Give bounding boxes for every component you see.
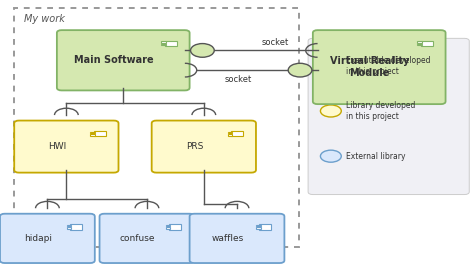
FancyBboxPatch shape <box>0 214 95 263</box>
FancyBboxPatch shape <box>418 41 422 43</box>
FancyBboxPatch shape <box>313 30 446 104</box>
Circle shape <box>288 63 312 77</box>
Text: Executable developed
in this project: Executable developed in this project <box>346 56 430 76</box>
Text: waffles: waffles <box>211 234 244 243</box>
Text: External library: External library <box>346 152 406 161</box>
Text: hidapi: hidapi <box>24 234 52 243</box>
FancyBboxPatch shape <box>308 38 469 195</box>
FancyBboxPatch shape <box>162 44 166 45</box>
FancyBboxPatch shape <box>166 225 171 226</box>
FancyBboxPatch shape <box>70 224 82 230</box>
FancyBboxPatch shape <box>152 121 256 173</box>
Text: Main Software: Main Software <box>74 55 154 65</box>
FancyBboxPatch shape <box>67 227 71 229</box>
FancyBboxPatch shape <box>91 134 95 136</box>
Text: PRS: PRS <box>186 142 203 151</box>
FancyBboxPatch shape <box>420 41 433 46</box>
Text: Library developed
in this project: Library developed in this project <box>346 101 415 121</box>
FancyBboxPatch shape <box>67 225 71 226</box>
FancyBboxPatch shape <box>14 121 118 173</box>
FancyBboxPatch shape <box>228 132 232 133</box>
Text: My work: My work <box>24 14 64 24</box>
Circle shape <box>320 150 341 162</box>
FancyBboxPatch shape <box>100 214 194 263</box>
FancyBboxPatch shape <box>162 41 166 43</box>
FancyBboxPatch shape <box>231 131 243 136</box>
FancyBboxPatch shape <box>228 134 232 136</box>
FancyBboxPatch shape <box>166 227 171 229</box>
FancyBboxPatch shape <box>259 224 272 230</box>
FancyBboxPatch shape <box>93 131 106 136</box>
FancyBboxPatch shape <box>91 132 95 133</box>
Text: Virtual Reality
Module: Virtual Reality Module <box>330 56 410 78</box>
Text: socket: socket <box>262 38 289 47</box>
Circle shape <box>191 44 214 57</box>
FancyBboxPatch shape <box>418 44 422 45</box>
Text: socket: socket <box>225 75 252 84</box>
FancyBboxPatch shape <box>256 225 261 226</box>
Circle shape <box>320 60 341 72</box>
FancyBboxPatch shape <box>164 41 177 46</box>
FancyBboxPatch shape <box>190 214 284 263</box>
FancyBboxPatch shape <box>256 227 261 229</box>
Text: confuse: confuse <box>120 234 155 243</box>
Circle shape <box>320 105 341 117</box>
FancyBboxPatch shape <box>169 224 182 230</box>
FancyBboxPatch shape <box>57 30 190 90</box>
Text: HWI: HWI <box>48 142 66 151</box>
